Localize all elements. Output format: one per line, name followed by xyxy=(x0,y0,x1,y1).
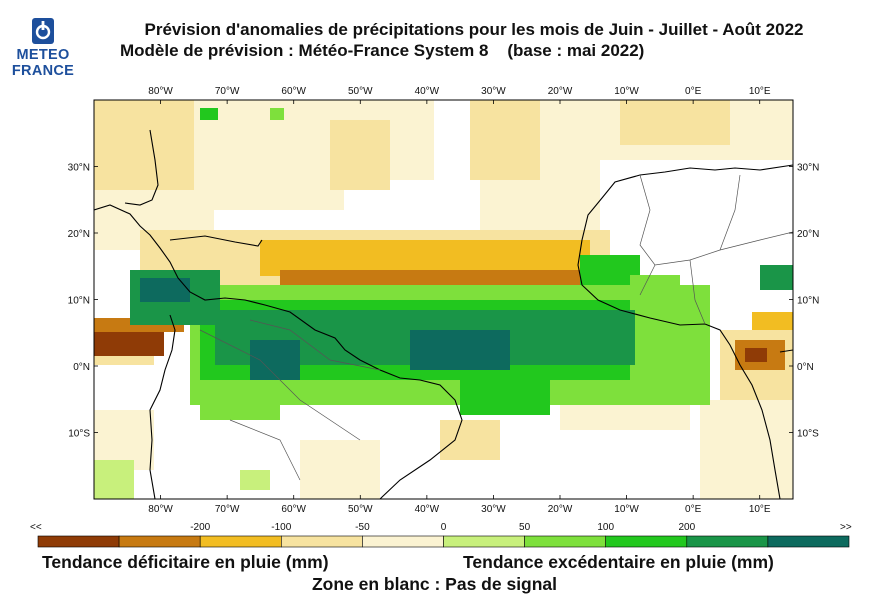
legend-color-swatch xyxy=(362,535,444,548)
country-borders xyxy=(199,174,793,481)
legend-color-bar xyxy=(37,535,850,548)
legend-tick-labels: -200 -100 -50 0 50 100 200 xyxy=(190,522,695,533)
lat-label-left: 0°N xyxy=(73,362,90,373)
lon-label-bottom: 20°W xyxy=(548,504,573,515)
lon-label-bottom: 10°E xyxy=(749,504,771,515)
legend-excess-label: Tendance excédentaire en pluie (mm) xyxy=(463,552,774,572)
lon-label-bottom: 60°W xyxy=(281,504,306,515)
legend-tick-label: 50 xyxy=(519,522,531,533)
lon-label-top: 30°W xyxy=(481,86,506,97)
legend-tick-label: -100 xyxy=(271,522,291,533)
lat-label-right: 10°S xyxy=(797,429,819,440)
coastlines xyxy=(94,129,793,499)
lat-label-left: 10°N xyxy=(68,296,90,307)
lat-label-right: 30°N xyxy=(797,163,819,174)
logo-text-france: FRANCE xyxy=(11,63,75,79)
lon-label-top: 40°W xyxy=(415,86,440,97)
lon-label-bottom: 0°E xyxy=(685,504,702,515)
lat-label-right: 20°N xyxy=(797,229,819,240)
lon-label-bottom: 50°W xyxy=(348,504,373,515)
legend-tick-label: -200 xyxy=(190,522,210,533)
lon-label-bottom: 30°W xyxy=(481,504,506,515)
legend-color-swatch xyxy=(37,535,120,548)
legend-tick-label: -50 xyxy=(355,522,370,533)
logo-text-meteo: METEO xyxy=(16,47,70,63)
lon-labels-bottom: 80°W 70°W 60°W 50°W 40°W 30°W 20°W 10°W 0°E 10°E xyxy=(148,504,771,515)
legend-color-swatch xyxy=(118,535,201,548)
lon-label-bottom: 40°W xyxy=(415,504,440,515)
lon-label-top: 60°W xyxy=(281,86,306,97)
lon-label-top: 20°W xyxy=(548,86,573,97)
lat-label-right: 10°N xyxy=(797,296,819,307)
legend-color-swatch xyxy=(199,535,282,548)
anomaly-field xyxy=(94,100,793,499)
legend-color-swatch xyxy=(767,535,850,548)
lat-label-left: 10°S xyxy=(68,429,90,440)
lon-label-top: 10°W xyxy=(614,86,639,97)
legend-color-swatch xyxy=(605,535,688,548)
lat-label-left: 30°N xyxy=(68,163,90,174)
lon-label-top: 0°E xyxy=(685,86,702,97)
legend-tick-label: 0 xyxy=(441,522,447,533)
map-title: Prévision d'anomalies de précipitations … xyxy=(144,20,804,39)
meteo-france-logo-icon xyxy=(32,18,54,44)
legend-color-swatch xyxy=(524,535,606,548)
legend-color-swatch xyxy=(686,535,769,548)
lon-labels-top: 80°W 70°W 60°W 50°W 40°W 30°W 20°W 10°W 0°E 10°E xyxy=(148,86,771,97)
legend-right-arrow: >> xyxy=(840,522,852,533)
legend-no-signal-label: Zone en blanc : Pas de signal xyxy=(311,574,558,594)
legend-deficit-label: Tendance déficitaire en pluie (mm) xyxy=(42,552,329,572)
map-subtitle: Modèle de prévision : Météo-France Syste… xyxy=(120,41,645,60)
lon-label-bottom: 10°W xyxy=(614,504,639,515)
legend-left-arrow: << xyxy=(30,522,42,533)
lon-label-top: 80°W xyxy=(148,86,173,97)
lon-label-bottom: 70°W xyxy=(215,504,240,515)
lat-labels-right: 30°N 20°N 10°N 0°N 10°S xyxy=(797,163,819,440)
legend-color-swatch xyxy=(280,535,363,548)
legend-tick-label: 100 xyxy=(597,522,614,533)
lat-label-right: 0°N xyxy=(797,362,814,373)
meteo-france-logo: METEO FRANCE xyxy=(8,14,78,84)
wet-anomaly-band xyxy=(94,108,793,499)
lon-label-top: 70°W xyxy=(215,86,240,97)
lat-label-left: 20°N xyxy=(68,229,90,240)
lon-label-top: 10°E xyxy=(749,86,771,97)
graticule-ticks xyxy=(94,100,793,499)
lat-labels-left: 30°N 20°N 10°N 0°N 10°S xyxy=(68,163,91,440)
lon-label-top: 50°W xyxy=(348,86,373,97)
lon-label-bottom: 80°W xyxy=(148,504,173,515)
legend-color-swatch xyxy=(443,535,525,548)
legend-tick-label: 200 xyxy=(678,522,695,533)
